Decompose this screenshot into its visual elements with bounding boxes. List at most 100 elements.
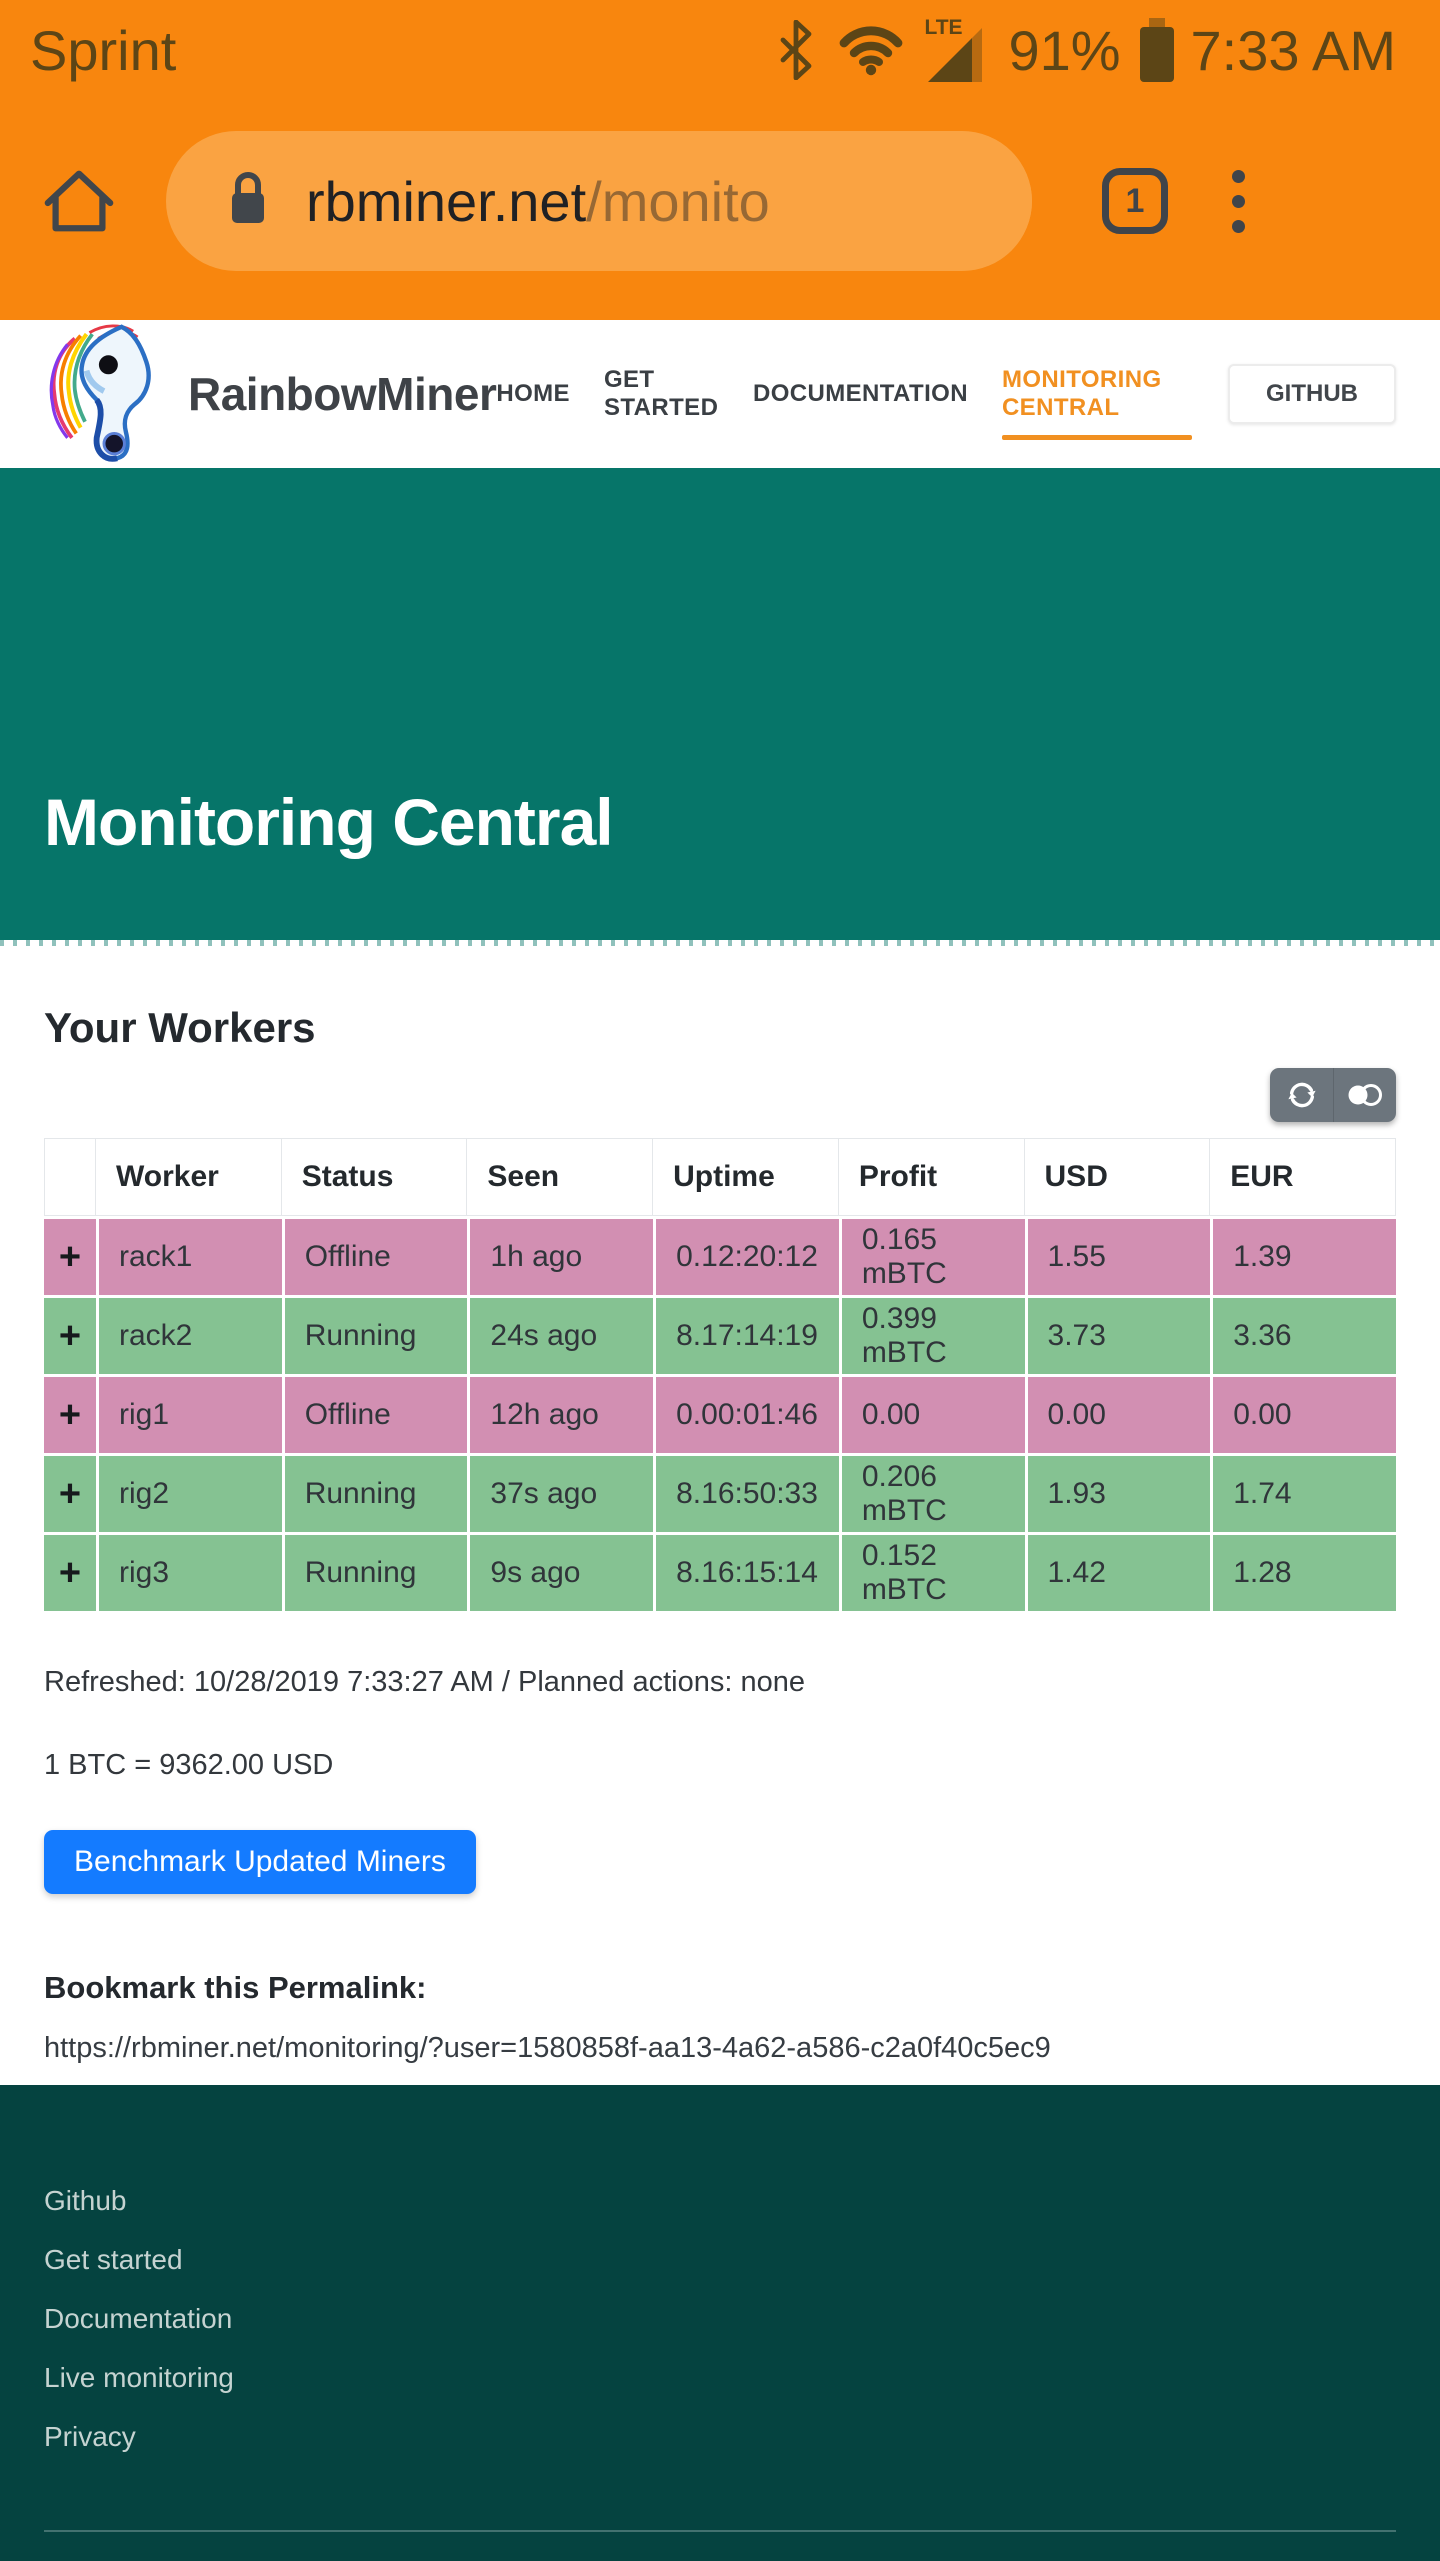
table-cell: 0.12:20:12 [653,1219,839,1295]
rainbowminer-logo[interactable] [28,321,180,467]
refresh-icon [1287,1082,1316,1108]
column-header-uptime: Uptime [653,1138,839,1216]
brand-name[interactable]: RainbowMiner [188,368,497,420]
workers-table-header-row: Worker Status Seen Uptime Profit USD EUR [44,1138,1396,1216]
refresh-button[interactable] [1270,1068,1333,1122]
table-cell: 1.28 [1210,1535,1396,1611]
table-cell: 0.00 [1210,1377,1396,1453]
table-cell: Running [281,1535,468,1611]
table-row-rack1: + rack1 Offline 1h ago 0.12:20:12 0.165 mBTC 1… [44,1219,1396,1295]
expand-row-button[interactable]: + [44,1535,96,1611]
browser-menu-icon[interactable] [1232,169,1245,233]
column-header-usd: USD [1024,1138,1211,1216]
workers-table: Worker Status Seen Uptime Profit USD EUR + rack… [44,1135,1396,1614]
table-cell: Running [281,1456,468,1532]
table-cell: Offline [281,1377,468,1453]
battery-percent-label: 91% [1008,18,1121,82]
table-row-rack2: + rack2 Running 24s ago 8.17:14:19 0.399 mBTC… [44,1298,1396,1374]
footer-link-live-monitoring[interactable]: Live monitoring [44,2362,234,2393]
table-cell: Offline [281,1219,468,1295]
table-cell: 3.73 [1024,1298,1211,1374]
table-cell: 0.165 mBTC [838,1219,1025,1295]
table-cell: rig1 [96,1377,282,1453]
table-row-rig1: + rig1 Offline 12h ago 0.00:01:46 0.00 0.00 0.0… [44,1377,1396,1453]
table-cell: 1.55 [1024,1219,1211,1295]
table-cell: 1.74 [1210,1456,1396,1532]
table-cell: 1.93 [1024,1456,1211,1532]
table-cell: 0.399 mBTC [838,1298,1025,1374]
wifi-icon [838,24,904,76]
table-cell: 0.00:01:46 [653,1377,839,1453]
footer-link-privacy[interactable]: Privacy [44,2421,136,2452]
lock-icon [224,169,272,234]
table-cell: 8.17:14:19 [653,1298,839,1374]
refreshed-status: Refreshed: 10/28/2019 7:33:27 AM / Plann… [44,1666,805,1698]
carrier-label: Sprint [30,18,177,82]
table-cell: 8.16:15:14 [653,1535,839,1611]
table-toolbar-group [1270,1068,1396,1122]
lte-label: LTE [924,16,963,39]
hero-banner: Monitoring Central [0,468,1440,940]
table-cell: 0.152 mBTC [838,1535,1025,1611]
expand-row-button[interactable]: + [44,1377,96,1453]
toggle-icon [1348,1084,1382,1106]
nav-item-documentation[interactable]: DOCUMENTATION [752,380,968,407]
section-title: Your Workers [44,1004,316,1051]
footer-links: Github Get started Documentation Live monit… [44,2185,1396,2480]
url-path: /monito [586,169,770,233]
battery-icon [1137,18,1177,82]
column-header-status: Status [281,1138,468,1216]
table-cell: 9s ago [467,1535,654,1611]
column-header-expand [44,1138,96,1216]
table-cell: 24s ago [467,1298,654,1374]
nav-item-get-started[interactable]: GET STARTED [603,366,719,421]
url-text: rbminer.net/monito [306,169,770,234]
clock-label: 7:33 AM [1190,18,1396,82]
permalink-url[interactable]: https://rbminer.net/monitoring/?user=158… [44,2032,1051,2064]
table-cell: 8.16:50:33 [653,1456,839,1532]
permalink-heading: Bookmark this Permalink: [44,1970,427,2005]
table-cell: 0.00 [838,1377,1025,1453]
table-cell: 0.206 mBTC [838,1456,1025,1532]
home-icon[interactable] [40,162,118,240]
toggle-view-button[interactable] [1333,1068,1396,1122]
column-header-eur: EUR [1210,1138,1396,1216]
torn-edge-divider [0,940,1440,946]
footer-link-get-started[interactable]: Get started [44,2244,183,2275]
nav-item-home[interactable]: HOME [496,380,570,407]
table-row-rig2: + rig2 Running 37s ago 8.16:50:33 0.206 mBTC 1… [44,1456,1396,1532]
footer-divider [44,2530,1396,2532]
table-cell: 0.00 [1024,1377,1211,1453]
benchmark-button[interactable]: Benchmark Updated Miners [44,1830,476,1894]
footer-link-documentation[interactable]: Documentation [44,2303,233,2334]
column-header-worker: Worker [96,1138,282,1216]
table-cell: 12h ago [467,1377,654,1453]
table-cell: 1.42 [1024,1535,1211,1611]
table-cell: rig2 [96,1456,282,1532]
expand-row-button[interactable]: + [44,1298,96,1374]
column-header-seen: Seen [467,1138,654,1216]
footer-link-github[interactable]: Github [44,2185,127,2216]
nav-item-monitoring-central[interactable]: MONITORING CENTRAL [1001,366,1193,440]
table-cell: 1.39 [1210,1219,1396,1295]
btc-rate: 1 BTC = 9362.00 USD [44,1749,334,1781]
status-bar: Sprint LTE 91% [0,0,1440,100]
expand-row-button[interactable]: + [44,1219,96,1295]
browser-toolbar: rbminer.net/monito 1 [0,100,1440,320]
url-domain: rbminer.net [306,169,587,233]
table-cell: 1h ago [467,1219,654,1295]
table-row-rig3: + rig3 Running 9s ago 8.16:15:14 0.152 mBTC 1.… [44,1535,1396,1611]
table-cell: rack2 [96,1298,282,1374]
table-cell: Running [281,1298,468,1374]
address-bar[interactable]: rbminer.net/monito [166,131,1032,271]
expand-row-button[interactable]: + [44,1456,96,1532]
workers-table-body: + rack1 Offline 1h ago 0.12:20:12 0.165 mBTC 1… [44,1219,1396,1611]
bluetooth-icon [778,20,814,80]
site-footer: Github Get started Documentation Live monit… [0,2085,1440,2561]
table-cell: 3.36 [1210,1298,1396,1374]
table-cell: 37s ago [467,1456,654,1532]
site-header: RainbowMiner HOME GET STARTED DOCUMENTATIO… [0,320,1440,468]
github-button[interactable]: GITHUB [1228,364,1396,424]
main-content: Your Workers Worker Status Seen Uptime Pro [0,946,1440,2085]
tab-switcher-button[interactable]: 1 [1102,168,1168,234]
